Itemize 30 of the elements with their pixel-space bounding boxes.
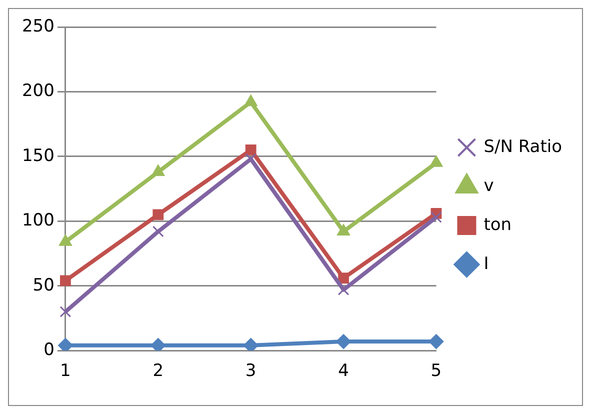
point (243, 338, 258, 351)
x-tick-label: 5 (430, 361, 442, 382)
legend-label: ton (484, 214, 512, 235)
point (245, 153, 257, 165)
y-tick-label: 250 (22, 16, 54, 36)
point (150, 338, 166, 351)
legend-label: I (484, 254, 489, 274)
x-tick-label: 2 (152, 361, 164, 382)
point (60, 275, 71, 286)
y-tick-label: 50 (32, 275, 54, 296)
x-tick-label: 3 (245, 361, 256, 382)
point (430, 212, 442, 223)
y-tick-label: 150 (22, 146, 54, 166)
y-tick-label: 200 (22, 81, 54, 102)
y-tick-label: 0 (44, 340, 54, 360)
x-tick-label: 1 (60, 361, 71, 382)
legend-label: S/N Ratio (484, 136, 562, 157)
legend-label: v (484, 176, 494, 196)
point (244, 94, 258, 106)
point (60, 306, 72, 318)
point (336, 334, 352, 350)
point (338, 272, 349, 284)
point (152, 209, 164, 220)
point (336, 224, 350, 236)
point (58, 338, 73, 351)
x-tick-label: 4 (338, 361, 349, 382)
point (245, 144, 256, 156)
point (428, 334, 444, 350)
y-tick-label: 100 (22, 210, 54, 231)
point (152, 226, 164, 238)
